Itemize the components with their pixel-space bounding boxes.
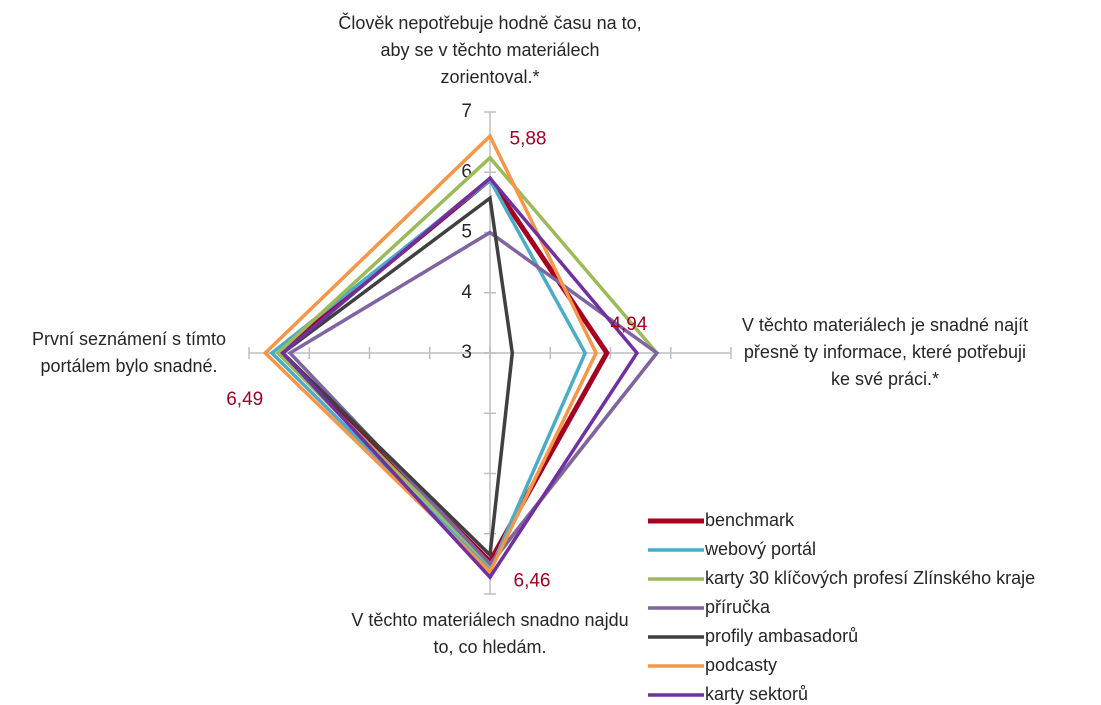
legend-label: webový portál [704, 539, 816, 559]
category-label: Člověk nepotřebuje hodně času na to, aby… [338, 13, 642, 87]
series-line [280, 194, 515, 559]
tick-label: 7 [461, 101, 472, 122]
tick-label: 4 [461, 282, 472, 303]
tick-label: 5 [461, 222, 472, 243]
data-label: 4,94 [610, 314, 647, 335]
legend-label: příručka [705, 597, 771, 617]
data-label: 5,88 [510, 128, 547, 149]
tick-label: 6 [461, 161, 472, 182]
category-label: První seznámení s tímto portálem bylo sn… [31, 329, 227, 376]
legend-label: podcasty [705, 655, 777, 675]
legend-label: benchmark [705, 510, 795, 530]
legend-label: profily ambasadorů [705, 626, 858, 646]
series-line [287, 230, 660, 567]
category-label: V těchto materiálech snadno najdu to, co… [351, 610, 629, 657]
category-label: V těchto materiálech je snadné najít pře… [741, 315, 1029, 389]
data-label: 6,49 [226, 389, 263, 410]
data-label: 6,46 [514, 570, 551, 591]
series-line [280, 175, 640, 580]
legend-label: karty 30 klíčových profesí Zlínského kra… [705, 568, 1035, 588]
tick-label: 3 [461, 342, 472, 363]
legend-label: karty sektorů [705, 684, 808, 704]
series-line [262, 133, 598, 575]
